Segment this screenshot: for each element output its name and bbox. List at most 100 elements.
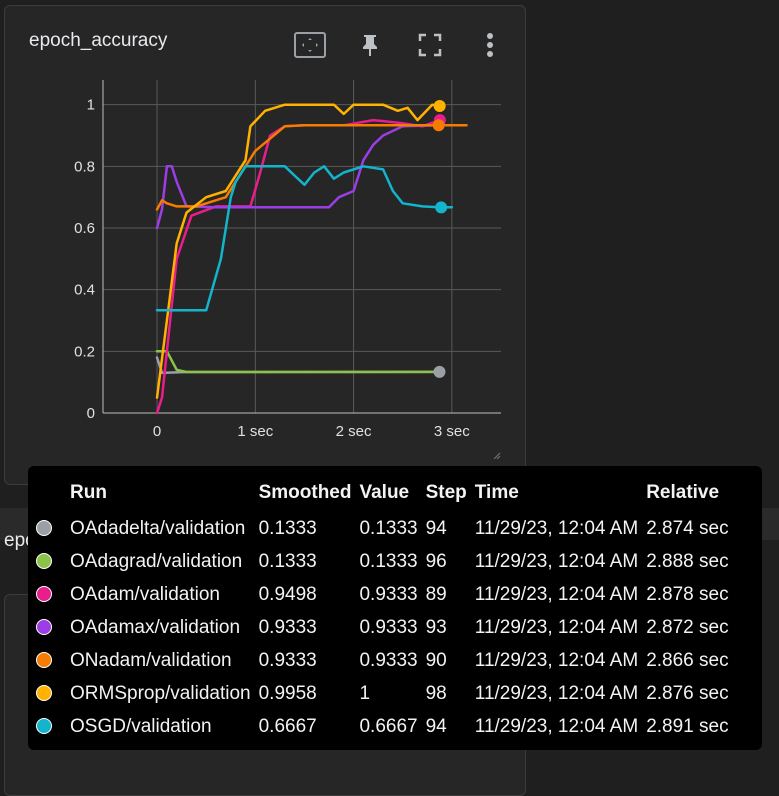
cell-step: 93 <box>425 616 447 638</box>
run-color-cell <box>36 512 70 545</box>
y-tick-label: 0 <box>87 405 95 422</box>
cell-value: 0.1333 <box>359 550 418 572</box>
header-relative: Relative <box>646 482 720 503</box>
run-color-dot-icon <box>36 652 52 669</box>
cell-step: 96 <box>425 550 447 572</box>
y-tick-label: 0.2 <box>74 343 95 360</box>
series-line <box>155 103 441 399</box>
y-tick-label: 1 <box>87 97 95 114</box>
chart-card-epoch-accuracy: epoch_accuracy 0 0.2 0.4 0.6 0.8 1 0 1 sec 2 sec… <box>4 5 526 485</box>
run-color-dot-icon <box>36 553 52 570</box>
cell-time: 11/29/23, 12:04 AM <box>474 715 639 737</box>
cell-value: 1 <box>359 682 371 704</box>
header-step: Step <box>425 482 467 503</box>
cell-time: 11/29/23, 12:04 AM <box>474 517 639 539</box>
chart-series <box>155 103 468 415</box>
run-color-cell <box>36 644 70 677</box>
tooltip-row: OSGD/validation 0.6667 0.6667 94 11/29/23, 1… <box>36 710 737 743</box>
more-vert-icon[interactable] <box>473 28 507 62</box>
cell-step: 94 <box>425 715 447 737</box>
cell-time: 11/29/23, 12:04 AM <box>474 550 639 572</box>
header-value: Value <box>359 482 410 503</box>
accuracy-chart[interactable]: 0 0.2 0.4 0.6 0.8 1 0 1 sec 2 sec 3 sec <box>1 1 525 461</box>
tooltip-header-row: Run Smoothed Value Step Time Relative <box>36 480 737 512</box>
series-end-point <box>433 99 446 112</box>
cell-relative: 2.878 sec <box>646 583 729 605</box>
run-color-cell <box>36 710 70 743</box>
series-end-point <box>433 365 446 378</box>
hover-tooltip: Run Smoothed Value Step Time Relative OA… <box>28 466 762 750</box>
tooltip-row: OAdam/validation 0.9498 0.9333 89 11/29/23, … <box>36 578 737 611</box>
cell-time: 11/29/23, 12:04 AM <box>474 583 639 605</box>
tooltip-row: ORMSprop/validation 0.9958 1 98 11/29/23, 12… <box>36 677 737 710</box>
cell-smoothed: 0.9958 <box>258 682 317 704</box>
run-color-cell <box>36 545 70 578</box>
series-end-point <box>432 119 445 132</box>
tooltip-table: Run Smoothed Value Step Time Relative OA… <box>36 480 737 743</box>
x-tick-label: 2 sec <box>336 423 372 440</box>
series-line <box>155 350 443 374</box>
cell-run: ONadam/validation <box>70 649 232 671</box>
x-tick-label: 0 <box>153 423 161 440</box>
cell-value: 0.6667 <box>359 715 418 737</box>
cell-run: ORMSprop/validation <box>70 682 251 704</box>
fullscreen-icon[interactable] <box>413 28 447 62</box>
series-line <box>155 118 442 415</box>
cell-run: OAdadelta/validation <box>70 517 246 539</box>
cell-step: 90 <box>425 649 447 671</box>
cell-value: 0.1333 <box>359 517 418 539</box>
tooltip-row: OAdagrad/validation 0.1333 0.1333 96 11/29/2… <box>36 545 737 578</box>
x-tick-label: 3 sec <box>434 423 470 440</box>
series-end-point <box>435 201 448 214</box>
header-color <box>36 480 70 512</box>
series-line <box>155 123 441 230</box>
cell-smoothed: 0.9498 <box>258 583 317 605</box>
cell-time: 11/29/23, 12:04 AM <box>474 649 639 671</box>
resize-handle-icon[interactable] <box>491 450 501 460</box>
tooltip-row: OAdadelta/validation 0.1333 0.1333 94 11/29/… <box>36 512 737 545</box>
cell-time: 11/29/23, 12:04 AM <box>474 616 639 638</box>
run-color-cell <box>36 578 70 611</box>
cell-run: OAdagrad/validation <box>70 550 243 572</box>
cell-step: 98 <box>425 682 447 704</box>
tooltip-row: ONadam/validation 0.9333 0.9333 90 11/29/23,… <box>36 644 737 677</box>
cell-relative: 2.866 sec <box>646 649 729 671</box>
pin-icon[interactable] <box>353 28 387 62</box>
cell-value: 0.9333 <box>359 616 418 638</box>
header-smoothed: Smoothed <box>258 482 352 503</box>
run-color-dot-icon <box>36 718 52 735</box>
y-tick-label: 0.4 <box>74 282 95 299</box>
series-line <box>155 356 441 375</box>
run-color-dot-icon <box>36 685 52 702</box>
cell-relative: 2.888 sec <box>646 550 729 572</box>
y-tick-label: 0.6 <box>74 220 95 237</box>
tooltip-rows: OAdadelta/validation 0.1333 0.1333 94 11/29/… <box>36 512 737 743</box>
header-time: Time <box>474 482 519 503</box>
cell-run: OSGD/validation <box>70 715 212 737</box>
cell-step: 89 <box>425 583 447 605</box>
cell-run: OAdamax/validation <box>70 616 241 638</box>
cell-relative: 2.876 sec <box>646 682 729 704</box>
chart-axes <box>102 80 501 414</box>
cell-run: OAdam/validation <box>70 583 220 605</box>
chart-title: epoch_accuracy <box>29 30 168 51</box>
cell-smoothed: 0.9333 <box>258 649 317 671</box>
cell-relative: 2.891 sec <box>646 715 729 737</box>
chart-end-markers <box>432 99 448 378</box>
y-tick-label: 0.8 <box>74 158 95 175</box>
series-line <box>155 165 454 312</box>
run-color-dot-icon <box>36 520 52 537</box>
run-color-cell <box>36 611 70 644</box>
cell-relative: 2.872 sec <box>646 616 729 638</box>
run-color-dot-icon <box>36 619 52 636</box>
run-color-dot-icon <box>36 586 52 603</box>
cell-step: 94 <box>425 517 447 539</box>
header-run: Run <box>70 482 107 503</box>
chart-ticks: 0 0.2 0.4 0.6 0.8 1 0 1 sec 2 sec 3 sec <box>74 97 470 440</box>
cell-smoothed: 0.1333 <box>258 550 317 572</box>
cell-value: 0.9333 <box>359 583 418 605</box>
tooltip-row: OAdamax/validation 0.9333 0.9333 93 11/29/23… <box>36 611 737 644</box>
cell-time: 11/29/23, 12:04 AM <box>474 682 639 704</box>
cell-value: 0.9333 <box>359 649 418 671</box>
fit-domain-icon[interactable] <box>293 28 327 62</box>
